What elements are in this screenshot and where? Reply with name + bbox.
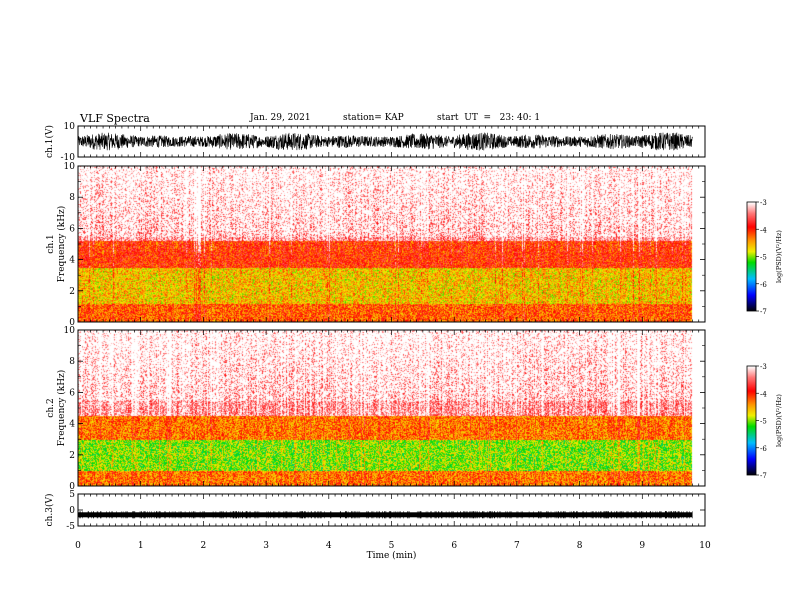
chart-title: VLF Spectra <box>80 112 150 125</box>
x-tick-label: 4 <box>326 541 332 551</box>
y-tick-label: -10 <box>61 153 76 163</box>
colorbar-tick-label: -3 <box>760 363 767 371</box>
x-tick-label: 10 <box>699 541 711 551</box>
y-tick-label: 8 <box>69 357 75 367</box>
y-tick-label: 10 <box>64 122 76 132</box>
header-date: Jan. 29, 2021 <box>250 113 311 123</box>
y-axis-label: Frequency (kHz) <box>56 370 67 447</box>
x-tick-label: 0 <box>75 541 81 551</box>
ch3-waveform-trace <box>78 512 693 518</box>
y-tick-label: 10 <box>64 162 76 172</box>
y-tick-label: 2 <box>69 451 75 461</box>
y-tick-label: 6 <box>69 388 75 398</box>
y-tick-label: 8 <box>69 193 75 203</box>
colorbar-label: log(PSD)(V²/Hz) <box>775 394 783 447</box>
colorbar-tick-label: -4 <box>760 390 767 398</box>
y-axis-label: ch.3(V) <box>44 494 55 527</box>
y-tick-label: 5 <box>69 490 75 500</box>
colorbar-tick-label: -5 <box>760 254 767 262</box>
colorbar-tick-label: -3 <box>760 199 767 207</box>
y-tick-label: 2 <box>69 287 75 297</box>
colorbar-tick-label: -7 <box>760 472 767 480</box>
header-station: station= KAP <box>343 113 404 123</box>
y-tick-label: 6 <box>69 224 75 234</box>
ch1-spectrogram-image <box>78 166 705 322</box>
y-tick-label: 0 <box>69 318 75 328</box>
y-axis-label: Frequency (kHz) <box>56 206 67 283</box>
y-tick-label: 0 <box>69 482 75 492</box>
x-axis-label: Time (min) <box>367 550 417 561</box>
colorbar-ch2-spectrogram <box>747 366 756 475</box>
colorbar-tick-label: -4 <box>760 226 767 234</box>
ch1-waveform-trace <box>77 132 693 151</box>
x-tick-label: 5 <box>389 541 395 551</box>
header-start-time: start UT = 23: 40: 1 <box>437 113 541 123</box>
colorbar-ch1-spectrogram <box>747 202 756 311</box>
x-tick-label: 3 <box>263 541 269 551</box>
x-tick-label: 1 <box>138 541 144 551</box>
x-tick-label: 7 <box>514 541 520 551</box>
y-tick-label: -5 <box>66 522 75 532</box>
colorbar-tick-label: -5 <box>760 418 767 426</box>
x-tick-label: 8 <box>577 541 583 551</box>
y-tick-label: 10 <box>64 326 76 336</box>
y-axis-label: ch.2 <box>46 398 56 417</box>
y-tick-label: 4 <box>69 420 75 430</box>
x-tick-label: 2 <box>201 541 207 551</box>
y-tick-label: 4 <box>69 256 75 266</box>
x-tick-label: 6 <box>451 541 457 551</box>
x-tick-label: 9 <box>639 541 645 551</box>
colorbar-tick-label: -7 <box>760 308 767 316</box>
colorbar-tick-label: -6 <box>760 445 767 453</box>
colorbar-tick-label: -6 <box>760 281 767 289</box>
colorbar-label: log(PSD)(V²/Hz) <box>775 230 783 283</box>
y-axis-label: ch.1(V) <box>44 125 55 158</box>
ch3-waveform-spikes <box>79 511 693 519</box>
y-tick-label: 0 <box>69 506 75 516</box>
y-axis-label: ch.1 <box>46 234 56 253</box>
ch2-spectrogram-image <box>78 330 705 486</box>
